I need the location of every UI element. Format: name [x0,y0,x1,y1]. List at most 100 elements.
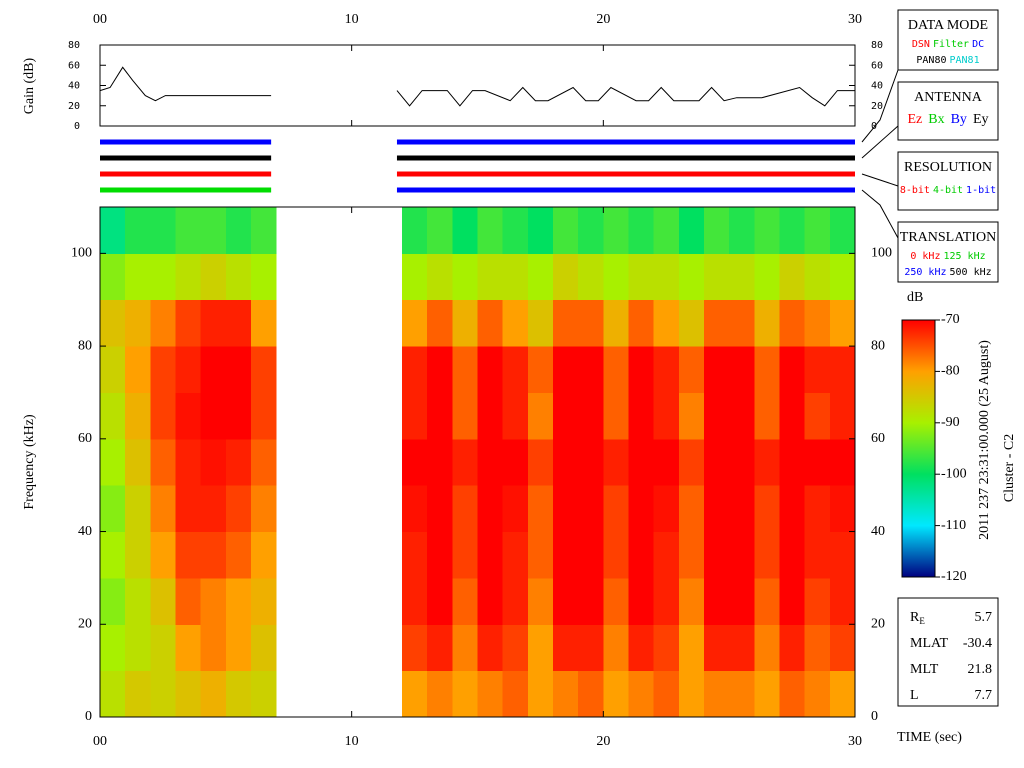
legend-title: TRANSLATION [900,230,996,245]
spectrogram-cell [502,253,529,301]
spectrogram-cell [678,577,705,625]
spectrogram-cell [704,346,730,393]
spectrogram-cell [150,299,176,347]
spectrogram-cell [251,253,277,301]
spectrogram-cell [754,299,780,347]
spectrogram-cell [553,531,579,579]
spectrogram-cell [653,253,680,301]
spectrogram-cell [200,346,227,393]
spectrogram-cell [804,624,831,672]
spectrogram-cell [754,438,780,486]
spectrogram-cell [502,392,529,440]
colorbar-label: dB [907,290,923,305]
spectrogram-cell [150,207,176,254]
orbit-label: MLAT [910,636,949,651]
spectrogram-cell [125,392,151,440]
x-tick-label: 20 [596,734,610,749]
spectrogram-cell [125,207,151,254]
spectrogram-cell [779,299,806,347]
spectrogram-cell [452,485,478,533]
spectrogram-cell [502,670,529,718]
spectrogram-cell [527,670,554,718]
spectrogram-cell [150,577,176,625]
spectrogram [100,207,856,718]
spectrogram-cell [251,624,277,672]
spectrogram-cell [150,531,176,579]
colorbar-tick-label: -70 [941,312,960,327]
spectrogram-cell [477,207,504,254]
spectrogram-cell [804,207,831,254]
spectrogram-cell [427,577,453,625]
spectrogram-cell [779,624,806,672]
spectrogram-cell [628,670,655,718]
spectrogram-cell [125,531,151,579]
spectrogram-cell [125,485,151,533]
spectrogram-cell [200,253,227,301]
spectrogram-cell [502,299,529,347]
x-tick-label: 20 [596,12,610,27]
spectrogram-cell [427,346,453,393]
spectrogram-cell [251,577,277,625]
spectrogram-cell [100,253,126,301]
spectrogram-cell [427,438,453,486]
spectrogram-cell [653,346,680,393]
y-tick-label: 60 [871,431,885,446]
spectrogram-cell [527,207,554,254]
spectrogram-cell [452,577,478,625]
spectrogram-cell [402,346,428,393]
connectors [861,69,899,239]
orbit-label: MLT [910,662,939,677]
spectrogram-cell [678,346,705,393]
spectrogram-cell [527,392,554,440]
spectrogram-cell [427,253,453,301]
spectrogram-cell [829,207,856,254]
spectrogram-cell [729,670,755,718]
spectrogram-cell [175,670,202,718]
spectrogram-cell [729,577,755,625]
spectrogram-cell [553,346,579,393]
spectrogram-cell [175,624,202,672]
spectrogram-cell [477,624,504,672]
spectrogram-cell [729,485,755,533]
spectrogram-cell [427,299,453,347]
y-tick-label: 100 [71,246,92,261]
spectrogram-cell [678,670,705,718]
spectrogram-cell [225,531,252,579]
spectrogram-cell [754,485,780,533]
spectrogram-cell [502,346,529,393]
spectrogram-cell [804,577,831,625]
spectrogram-cell [251,392,277,440]
date-label: 2011 237 23:31:00.000 (25 August) [977,340,992,540]
spectrogram-cell [200,531,227,579]
spectrogram-cell [578,670,604,718]
spectrogram-cell [200,670,227,718]
legend-item: 500 kHz [950,267,992,278]
spectrogram-cell [704,624,730,672]
spectrogram-cell [553,485,579,533]
spectrogram-cell [225,485,252,533]
x-tick-label: 30 [848,734,862,749]
spectrogram-cell [653,624,680,672]
spectrogram-cell [200,299,227,347]
y-tick-label: 80 [68,40,80,51]
spectrogram-cell [553,577,579,625]
spectrogram-cell [452,624,478,672]
spectrogram-cell [578,392,604,440]
spectrogram-cell [402,624,428,672]
legend-row: 250 kHz 500 kHz [904,267,991,278]
spectrogram-cell [628,531,655,579]
spectrogram-cell [150,392,176,440]
spectrogram-cell [200,485,227,533]
orbit-box [897,597,999,707]
spectrogram-cell [603,346,629,393]
legend-box [897,151,999,211]
y-tick-label: 0 [871,121,877,132]
colorbar-tick-label: -100 [941,466,967,481]
spectrogram-cell [578,207,604,254]
spectrogram-cell [175,299,202,347]
legend-title: DATA MODE [908,18,988,33]
y-tick-label: 40 [871,524,885,539]
spectrogram-cell [452,253,478,301]
spectrogram-cell [527,346,554,393]
x-tick-label: 10 [345,12,359,27]
